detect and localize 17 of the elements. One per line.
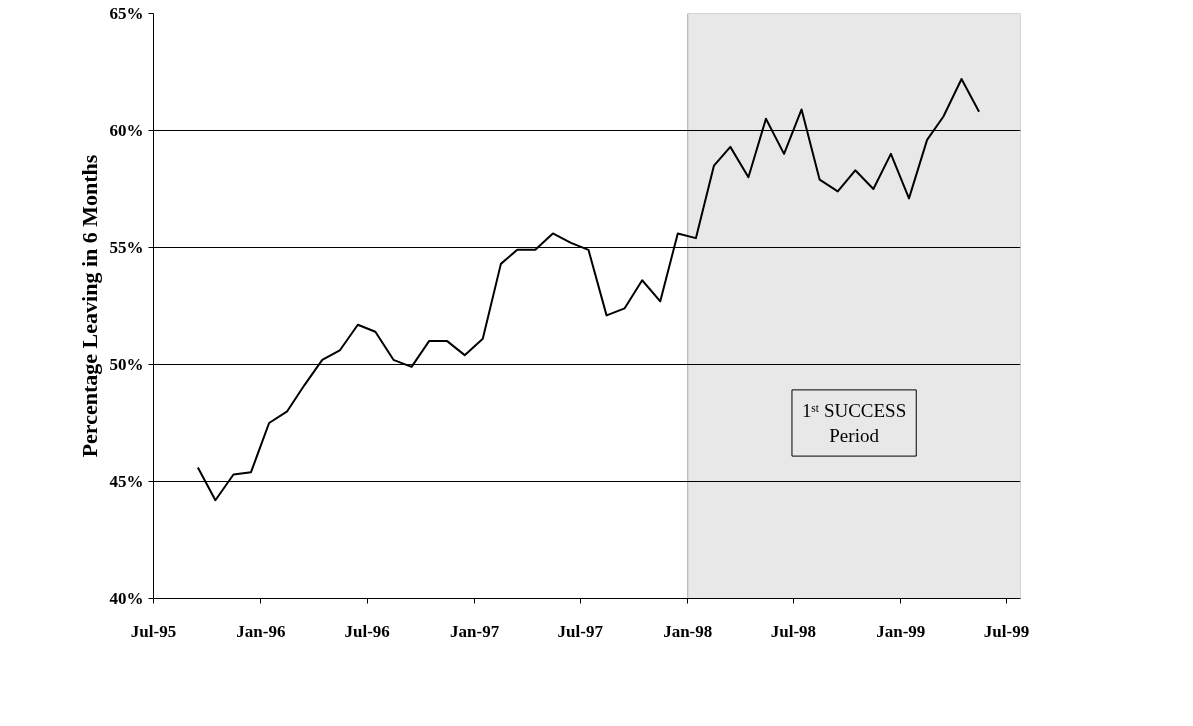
- y-tick-label: 60%: [109, 121, 144, 140]
- y-tick-label: 50%: [109, 355, 144, 374]
- y-axis-title: Percentage Leaving in 6 Months: [76, 154, 102, 458]
- x-tick-label: Jan-96: [236, 621, 286, 641]
- x-tick-label: Jul-95: [130, 621, 177, 641]
- x-tick-label: Jul-98: [770, 621, 817, 641]
- y-tick-label: 40%: [109, 589, 144, 608]
- y-tick-label: 65%: [109, 4, 144, 23]
- band-label: 1ˢᵗ SUCCESS Period: [801, 399, 907, 447]
- x-tick-label: Jan-98: [663, 621, 713, 641]
- y-tick-label: 45%: [109, 472, 144, 491]
- x-tick-label: Jul-96: [344, 621, 390, 641]
- y-tick-label: 55%: [109, 238, 144, 257]
- x-tick-label: Jul-97: [557, 621, 604, 641]
- x-tick-label: Jan-97: [450, 621, 500, 641]
- x-tick-label: Jul-99: [983, 621, 1030, 641]
- x-tick-label: Jan-99: [876, 621, 926, 641]
